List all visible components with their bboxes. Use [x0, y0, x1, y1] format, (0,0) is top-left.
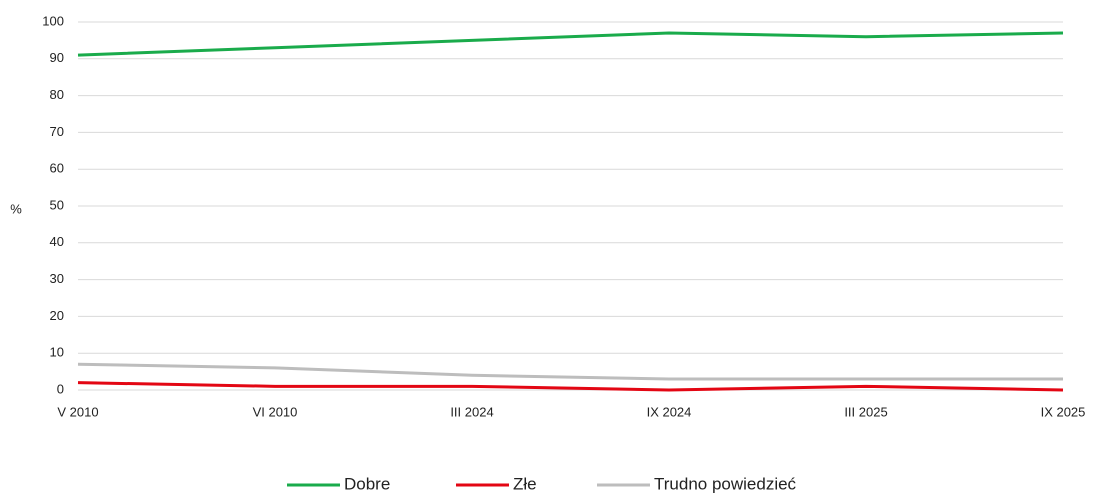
y-tick-label: 80 — [50, 87, 64, 102]
y-tick-label: 50 — [50, 197, 64, 212]
y-tick-label: 20 — [50, 308, 64, 323]
line-series — [77, 381, 1064, 392]
y-tick-label: 0 — [57, 381, 64, 396]
y-tick-label: 10 — [50, 345, 64, 360]
x-tick-label: III 2024 — [450, 404, 493, 419]
line-series — [77, 362, 1063, 381]
y-tick-label: 90 — [50, 50, 64, 65]
line-series — [77, 31, 1064, 57]
legend-label: Trudno powiedzieć — [654, 474, 797, 493]
y-axis-label: % — [10, 201, 22, 216]
x-tick-label: V 2010 — [57, 404, 98, 419]
legend-label: Dobre — [344, 474, 390, 493]
x-tick-label: IX 2024 — [647, 404, 692, 419]
y-tick-label: 70 — [50, 124, 64, 139]
x-tick-label: VI 2010 — [253, 404, 298, 419]
legend: Dobre Złe Trudno powiedzieć — [287, 474, 797, 493]
x-tick-label: IX 2025 — [1041, 404, 1086, 419]
y-tick-label: 40 — [50, 234, 64, 249]
y-tick-label: 30 — [50, 271, 64, 286]
legend-label: Złe — [513, 474, 537, 493]
y-tick-label: 60 — [50, 161, 64, 176]
x-tick-label: III 2025 — [844, 404, 887, 419]
y-tick-label: 100 — [42, 13, 64, 28]
